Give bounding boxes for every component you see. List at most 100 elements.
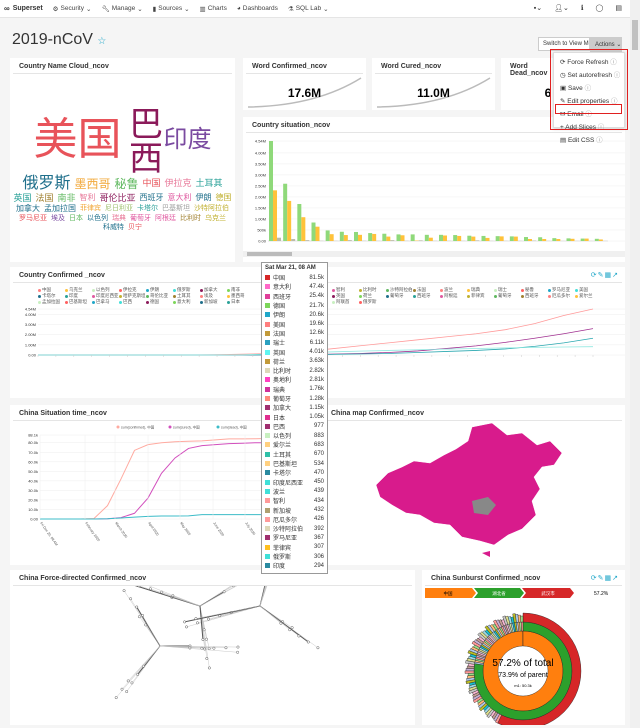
legend-item[interactable]: 伊拉克 (119, 287, 146, 293)
legend-item[interactable]: 意大利 (173, 299, 200, 305)
legend-item[interactable]: 菲律宾 (467, 293, 494, 299)
legend-item[interactable]: 荷兰 (359, 293, 386, 299)
legend-item[interactable]: 伊朗 (146, 287, 173, 293)
legend-item[interactable]: 阿根廷 (440, 293, 467, 299)
menu-item-save[interactable]: ▣ Save ⓘ (560, 84, 592, 92)
legend-item[interactable]: 哥伦比亚 (146, 293, 173, 299)
legend-item[interactable]: 厄瓜多尔 (548, 293, 575, 299)
legend-item[interactable]: 阿联酋 (332, 299, 359, 305)
legend-item[interactable]: 加拿大 (200, 287, 227, 293)
horizontal-scrollbar[interactable] (243, 251, 625, 257)
legend-item[interactable]: 比利时 (359, 287, 386, 293)
legend-dot (146, 288, 149, 292)
legend-item[interactable]: 葡萄牙 (494, 293, 521, 299)
docs-icon[interactable]: ▤ (615, 5, 622, 12)
panel-title: China Situation time_ncov (13, 405, 317, 421)
legend-item[interactable]: 新加坡 (200, 299, 227, 305)
legend-item[interactable]: 英国 (332, 293, 359, 299)
menu-item-edit-css[interactable]: ▤ Edit CSS ⓘ (560, 136, 603, 144)
chart-tooltip: Sat Mar 21, 08 AM 中国 81.5k 意大利 47.4k 西班牙 25.4… (261, 262, 328, 574)
panel-title: China Force-directed Confirmed_ncov (13, 570, 412, 586)
tooltip-row: 葡萄牙 1.28k (265, 394, 324, 403)
legend-item[interactable]: 巴基斯坦 (65, 299, 92, 305)
legend-item[interactable]: 瑞典 (467, 287, 494, 293)
legend-item[interactable]: 波兰 (440, 287, 467, 293)
series-swatch (265, 340, 270, 346)
panel-controls[interactable]: ⟳✎▦↗ (590, 272, 619, 279)
nav-dashboards[interactable]: ◕ Dashboards (236, 5, 278, 12)
bar (287, 200, 292, 241)
menu-item-add-slices[interactable]: + Add Slices ⓘ (560, 123, 605, 131)
cloud-word: 孟加拉国 (44, 203, 76, 213)
menu-item-set-autorefresh[interactable]: ◷ Set autorefresh ⓘ (560, 71, 621, 79)
legend-item[interactable]: 埃及 (200, 293, 227, 299)
version-icon[interactable]: ℹ (580, 5, 584, 12)
force-graph[interactable] (10, 586, 415, 725)
legend-item[interactable]: 孟加拉国 (38, 299, 65, 305)
legend-item[interactable]: 葡萄牙 (386, 293, 413, 299)
legend-item[interactable]: 卡塔尔 (38, 293, 65, 299)
legend-item[interactable]: 秘鲁 (521, 287, 548, 293)
switch-view-mode-button[interactable]: Switch to View Mode (538, 37, 590, 51)
china-map[interactable] (322, 405, 625, 565)
nav-sql-lab[interactable]: ⚗ SQL Lab ⌄ (287, 5, 329, 13)
database-icon: ▮ (152, 5, 157, 13)
legend-item[interactable]: 中国 (38, 287, 65, 293)
star-icon[interactable]: ☆ (97, 36, 107, 47)
legend-dot (440, 294, 443, 298)
cloud-word: 德国 (215, 193, 232, 202)
legend-item[interactable]: 南非 (227, 287, 254, 293)
legend-item[interactable]: 沙特阿拉伯 (386, 287, 413, 293)
legend-label: sum(dead), 中国 (221, 425, 247, 430)
legend-item[interactable]: 法国 (413, 287, 440, 293)
legend-item[interactable]: 罗马尼亚 (548, 287, 575, 293)
panel-word-confirmed: Word Confirmed_ncov 17.6M (243, 58, 366, 110)
legend-item[interactable]: 德国 (146, 299, 173, 305)
graph-edge (148, 586, 201, 607)
legend-item[interactable]: 爱尔兰 (575, 293, 602, 299)
legend-item[interactable]: 瑞士 (494, 287, 521, 293)
nav-manage[interactable]: 🔧︎ Manage ⌄ (101, 5, 143, 13)
legend-item[interactable]: 以色列 (92, 287, 119, 293)
nav-charts[interactable]: ▥ Charts (199, 5, 227, 13)
graph-node (205, 657, 209, 660)
graph-node (122, 589, 126, 593)
panel-controls[interactable]: ⟳✎▦↗ (590, 575, 619, 582)
legend-item[interactable]: 俄罗斯 (359, 299, 386, 305)
legend-dot (173, 288, 176, 292)
menu-item-email[interactable]: ✉ Email ⓘ (560, 110, 592, 118)
legend-dot (413, 288, 416, 292)
legend-item[interactable]: 土耳其 (173, 293, 200, 299)
graph-node (149, 587, 152, 591)
nav-sources[interactable]: ▮ Sources ⌄ (152, 5, 190, 13)
legend-item[interactable]: 西班牙 (413, 293, 440, 299)
nav-security[interactable]: ⚙ Security ⌄ (52, 5, 92, 13)
legend-item[interactable]: 西班牙 (521, 293, 548, 299)
scrollbar-thumb[interactable] (632, 20, 638, 50)
user-icon[interactable]: 👤︎⌄ (554, 5, 569, 12)
legend-item[interactable]: 巴拿马 (92, 299, 119, 305)
legend-item[interactable]: 墨西哥 (227, 293, 254, 299)
sunburst-chart[interactable]: 中国 湖北省 武汉市 57.2% 57.2% of total 73.9% of… (422, 586, 625, 725)
language-flag-icon[interactable]: ▪⌄ (533, 5, 543, 12)
menu-item-edit-properties[interactable]: ✎ Edit properties ⓘ (560, 97, 618, 105)
legend-item[interactable]: 印度 (65, 293, 92, 299)
legend-item[interactable]: 美国 (575, 287, 602, 293)
brand[interactable]: ∞ Superset (4, 4, 43, 13)
legend-item[interactable]: 俄罗斯 (173, 287, 200, 293)
legend-item[interactable]: 巴西 (119, 299, 146, 305)
legend-item[interactable]: 智利 (332, 287, 359, 293)
github-icon[interactable]: ◯ (595, 5, 604, 12)
menu-item-force-refresh[interactable]: ⟳ Force Refresh ⓘ (560, 58, 617, 66)
legend-dot (359, 294, 362, 298)
actions-button[interactable]: Actions ⌄ (590, 37, 622, 52)
legend-item[interactable]: 日本 (227, 299, 254, 305)
scrollbar[interactable] (630, 0, 640, 728)
panel-china-map: China map Confirmed_ncov (322, 405, 625, 565)
legend-item[interactable]: 印度尼西亚 (92, 293, 119, 299)
panel-title: Word Cured_ncov (375, 58, 492, 74)
series-swatch (265, 349, 270, 355)
legend-item[interactable]: 哈萨克斯坦 (119, 293, 146, 299)
legend-item[interactable]: 乌克兰 (65, 287, 92, 293)
graph-node (120, 687, 124, 691)
